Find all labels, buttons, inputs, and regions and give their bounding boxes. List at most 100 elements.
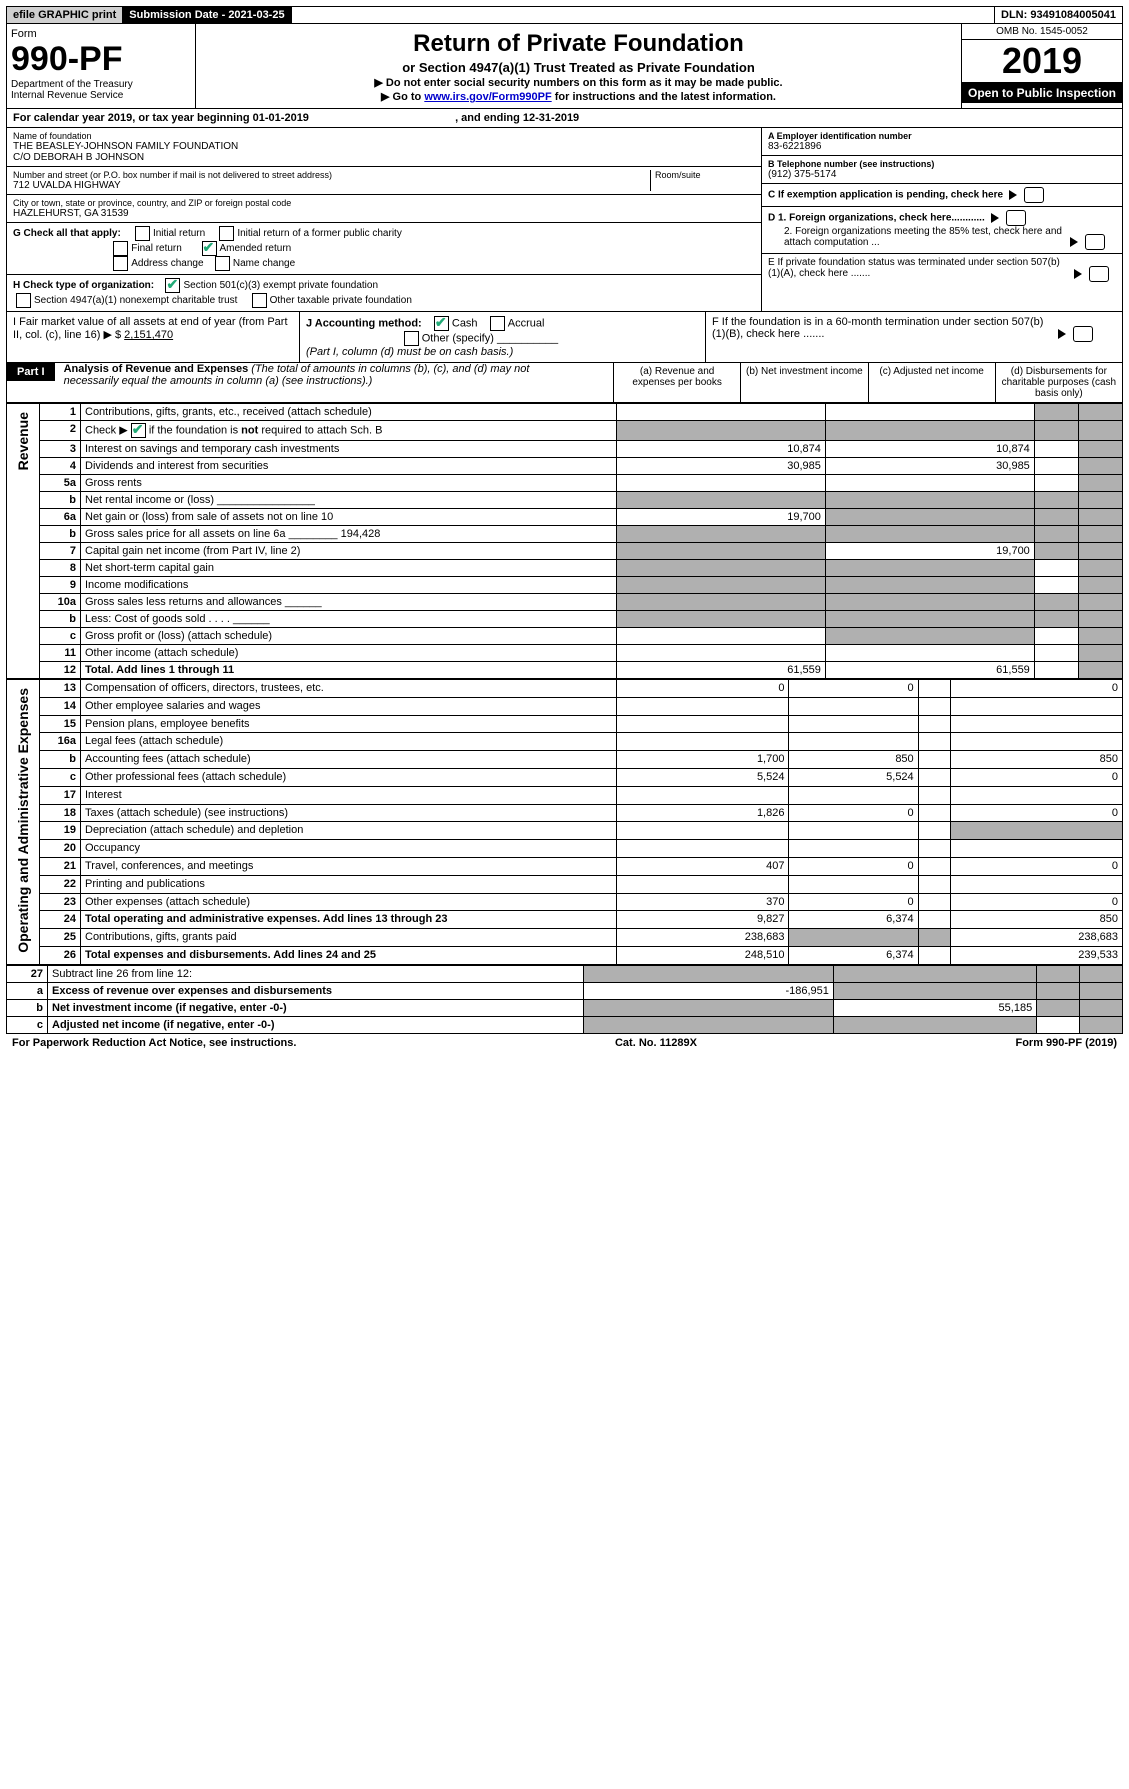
row-desc: Net short-term capital gain (81, 560, 617, 577)
row-desc: Other income (attach schedule) (81, 645, 617, 662)
instr2-pre: ▶ Go to (381, 91, 424, 103)
chk-d2[interactable] (1085, 234, 1105, 250)
table-row: bLess: Cost of goods sold . . . . ______ (7, 611, 1123, 628)
row-num: b (40, 526, 81, 543)
dln: DLN: 93491084005041 (995, 7, 1122, 23)
fmv-value: 2,151,470 (124, 329, 173, 341)
col-b-hdr: (b) Net investment income (740, 363, 867, 402)
opt-accrual: Accrual (508, 317, 545, 329)
opt-4947: Section 4947(a)(1) nonexempt charitable … (34, 295, 237, 306)
chk-e[interactable] (1089, 266, 1109, 282)
table-row: cAdjusted net income (if negative, enter… (7, 1016, 1123, 1033)
row-desc: Net rental income or (loss) ____________… (81, 492, 617, 509)
row-desc: Gross profit or (loss) (attach schedule) (81, 628, 617, 645)
row-desc: Total expenses and disbursements. Add li… (81, 946, 617, 964)
row-num: 19 (40, 822, 81, 840)
form-link[interactable]: www.irs.gov/Form990PF (424, 91, 551, 103)
row-num: 10a (40, 594, 81, 611)
efile-button[interactable]: efile GRAPHIC print (7, 7, 123, 23)
table-row: bNet rental income or (loss) ___________… (7, 492, 1123, 509)
cal-begin: 01-01-2019 (253, 112, 309, 124)
row-num: 13 (40, 680, 81, 698)
spacer (292, 7, 995, 23)
table-row: 15Pension plans, employee benefits (7, 715, 1123, 733)
a-label: A Employer identification number (768, 131, 1116, 141)
d2-label: 2. Foreign organizations meeting the 85%… (784, 226, 1064, 248)
chk-other-acct[interactable] (404, 331, 419, 346)
part1-header: Part I Analysis of Revenue and Expenses … (6, 363, 1123, 403)
side-label: Operating and Administrative Expenses (7, 680, 40, 965)
city-value: HAZLEHURST, GA 31539 (13, 208, 755, 219)
row-num: 12 (40, 662, 81, 679)
ein-value: 83-6221896 (768, 141, 1116, 152)
info-block: Name of foundation THE BEASLEY-JOHNSON F… (6, 128, 1123, 312)
top-bar: efile GRAPHIC print Submission Date - 20… (6, 6, 1123, 24)
opt-former: Initial return of a former public charit… (237, 228, 402, 239)
chk-addr-change[interactable] (113, 256, 128, 271)
part1-title: Analysis of Revenue and Expenses (64, 363, 249, 375)
row-desc: Legal fees (attach schedule) (81, 733, 617, 751)
table-row: 17Interest (7, 786, 1123, 804)
chk-501c3[interactable] (165, 278, 180, 293)
chk-initial-return[interactable] (135, 226, 150, 241)
row-num: b (40, 751, 81, 769)
footer-mid: Cat. No. 11289X (615, 1037, 697, 1049)
table-row: 7Capital gain net income (from Part IV, … (7, 543, 1123, 560)
omb-no: OMB No. 1545-0052 (962, 24, 1122, 40)
row-desc: Taxes (attach schedule) (see instruction… (81, 804, 617, 822)
chk-final[interactable] (113, 241, 128, 256)
chk-name-change[interactable] (215, 256, 230, 271)
chk-d1[interactable] (1006, 210, 1026, 226)
table-row: 14Other employee salaries and wages (7, 697, 1123, 715)
row-num: b (40, 492, 81, 509)
row-desc: Adjusted net income (if negative, enter … (48, 1016, 584, 1033)
f-label: F If the foundation is in a 60-month ter… (712, 316, 1052, 340)
table-row: bAccounting fees (attach schedule)1,7008… (7, 751, 1123, 769)
row-desc: Capital gain net income (from Part IV, l… (81, 543, 617, 560)
chk-accrual[interactable] (490, 316, 505, 331)
dept-label: Department of the Treasury Internal Reve… (11, 79, 191, 101)
row-num: 27 (7, 965, 48, 982)
row-num: b (7, 999, 48, 1016)
col-c-hdr: (c) Adjusted net income (868, 363, 995, 402)
row-desc: Interest (81, 786, 617, 804)
g-label: G Check all that apply: (13, 228, 121, 239)
row-num: 3 (40, 441, 81, 458)
row-desc: Gross sales less returns and allowances … (81, 594, 617, 611)
chk-cash[interactable] (434, 316, 449, 331)
table-row: 24Total operating and administrative exp… (7, 911, 1123, 929)
subtract-table: 27Subtract line 26 from line 12:aExcess … (6, 965, 1123, 1034)
row-desc: Other expenses (attach schedule) (81, 893, 617, 911)
table-row: cGross profit or (loss) (attach schedule… (7, 628, 1123, 645)
row-num: 16a (40, 733, 81, 751)
chk-initial-former[interactable] (219, 226, 234, 241)
chk-other-tax[interactable] (252, 293, 267, 308)
footer-right: Form 990-PF (2019) (1015, 1037, 1117, 1049)
j-note: (Part I, column (d) must be on cash basi… (306, 346, 513, 358)
g-row: G Check all that apply: Initial return I… (7, 223, 761, 275)
instr2-post: for instructions and the latest informat… (552, 91, 776, 103)
name-label: Name of foundation (13, 131, 755, 141)
phone-value: (912) 375-5174 (768, 169, 1116, 180)
col-d-hdr: (d) Disbursements for charitable purpose… (995, 363, 1122, 402)
opt-501c3: Section 501(c)(3) exempt private foundat… (183, 280, 378, 291)
chk-amended[interactable] (202, 241, 217, 256)
chk-4947[interactable] (16, 293, 31, 308)
pointer-icon (991, 213, 999, 223)
form-subtitle: or Section 4947(a)(1) Trust Treated as P… (200, 60, 957, 75)
revenue-table: Revenue1Contributions, gifts, grants, et… (6, 403, 1123, 679)
ij-row: I Fair market value of all assets at end… (6, 312, 1123, 363)
opt-othertax: Other taxable private foundation (270, 295, 412, 306)
table-row: 20Occupancy (7, 840, 1123, 858)
table-row: aExcess of revenue over expenses and dis… (7, 982, 1123, 999)
row-num: 24 (40, 911, 81, 929)
row-num: c (40, 628, 81, 645)
row-desc: Accounting fees (attach schedule) (81, 751, 617, 769)
chk-c[interactable] (1024, 187, 1044, 203)
table-row: 16aLegal fees (attach schedule) (7, 733, 1123, 751)
foundation-name: THE BEASLEY-JOHNSON FAMILY FOUNDATION C/… (13, 141, 755, 163)
row-num: 8 (40, 560, 81, 577)
table-row: 5aGross rents (7, 475, 1123, 492)
addr-label: Number and street (or P.O. box number if… (13, 170, 650, 180)
chk-f[interactable] (1073, 326, 1093, 342)
